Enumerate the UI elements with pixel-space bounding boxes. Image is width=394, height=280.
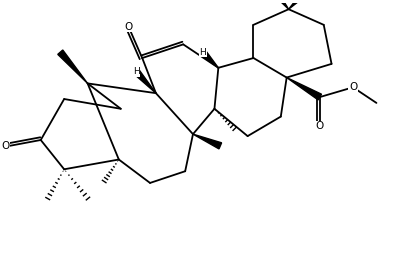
Text: O: O	[349, 82, 357, 92]
Polygon shape	[134, 69, 156, 93]
Polygon shape	[193, 134, 221, 149]
Polygon shape	[287, 78, 322, 100]
Polygon shape	[270, 0, 289, 9]
Text: H: H	[133, 67, 140, 76]
Polygon shape	[289, 0, 310, 9]
Polygon shape	[58, 50, 87, 83]
Text: O: O	[125, 22, 133, 32]
Text: H: H	[199, 48, 206, 57]
Polygon shape	[201, 50, 218, 68]
Text: O: O	[316, 121, 324, 131]
Text: O: O	[1, 141, 9, 151]
